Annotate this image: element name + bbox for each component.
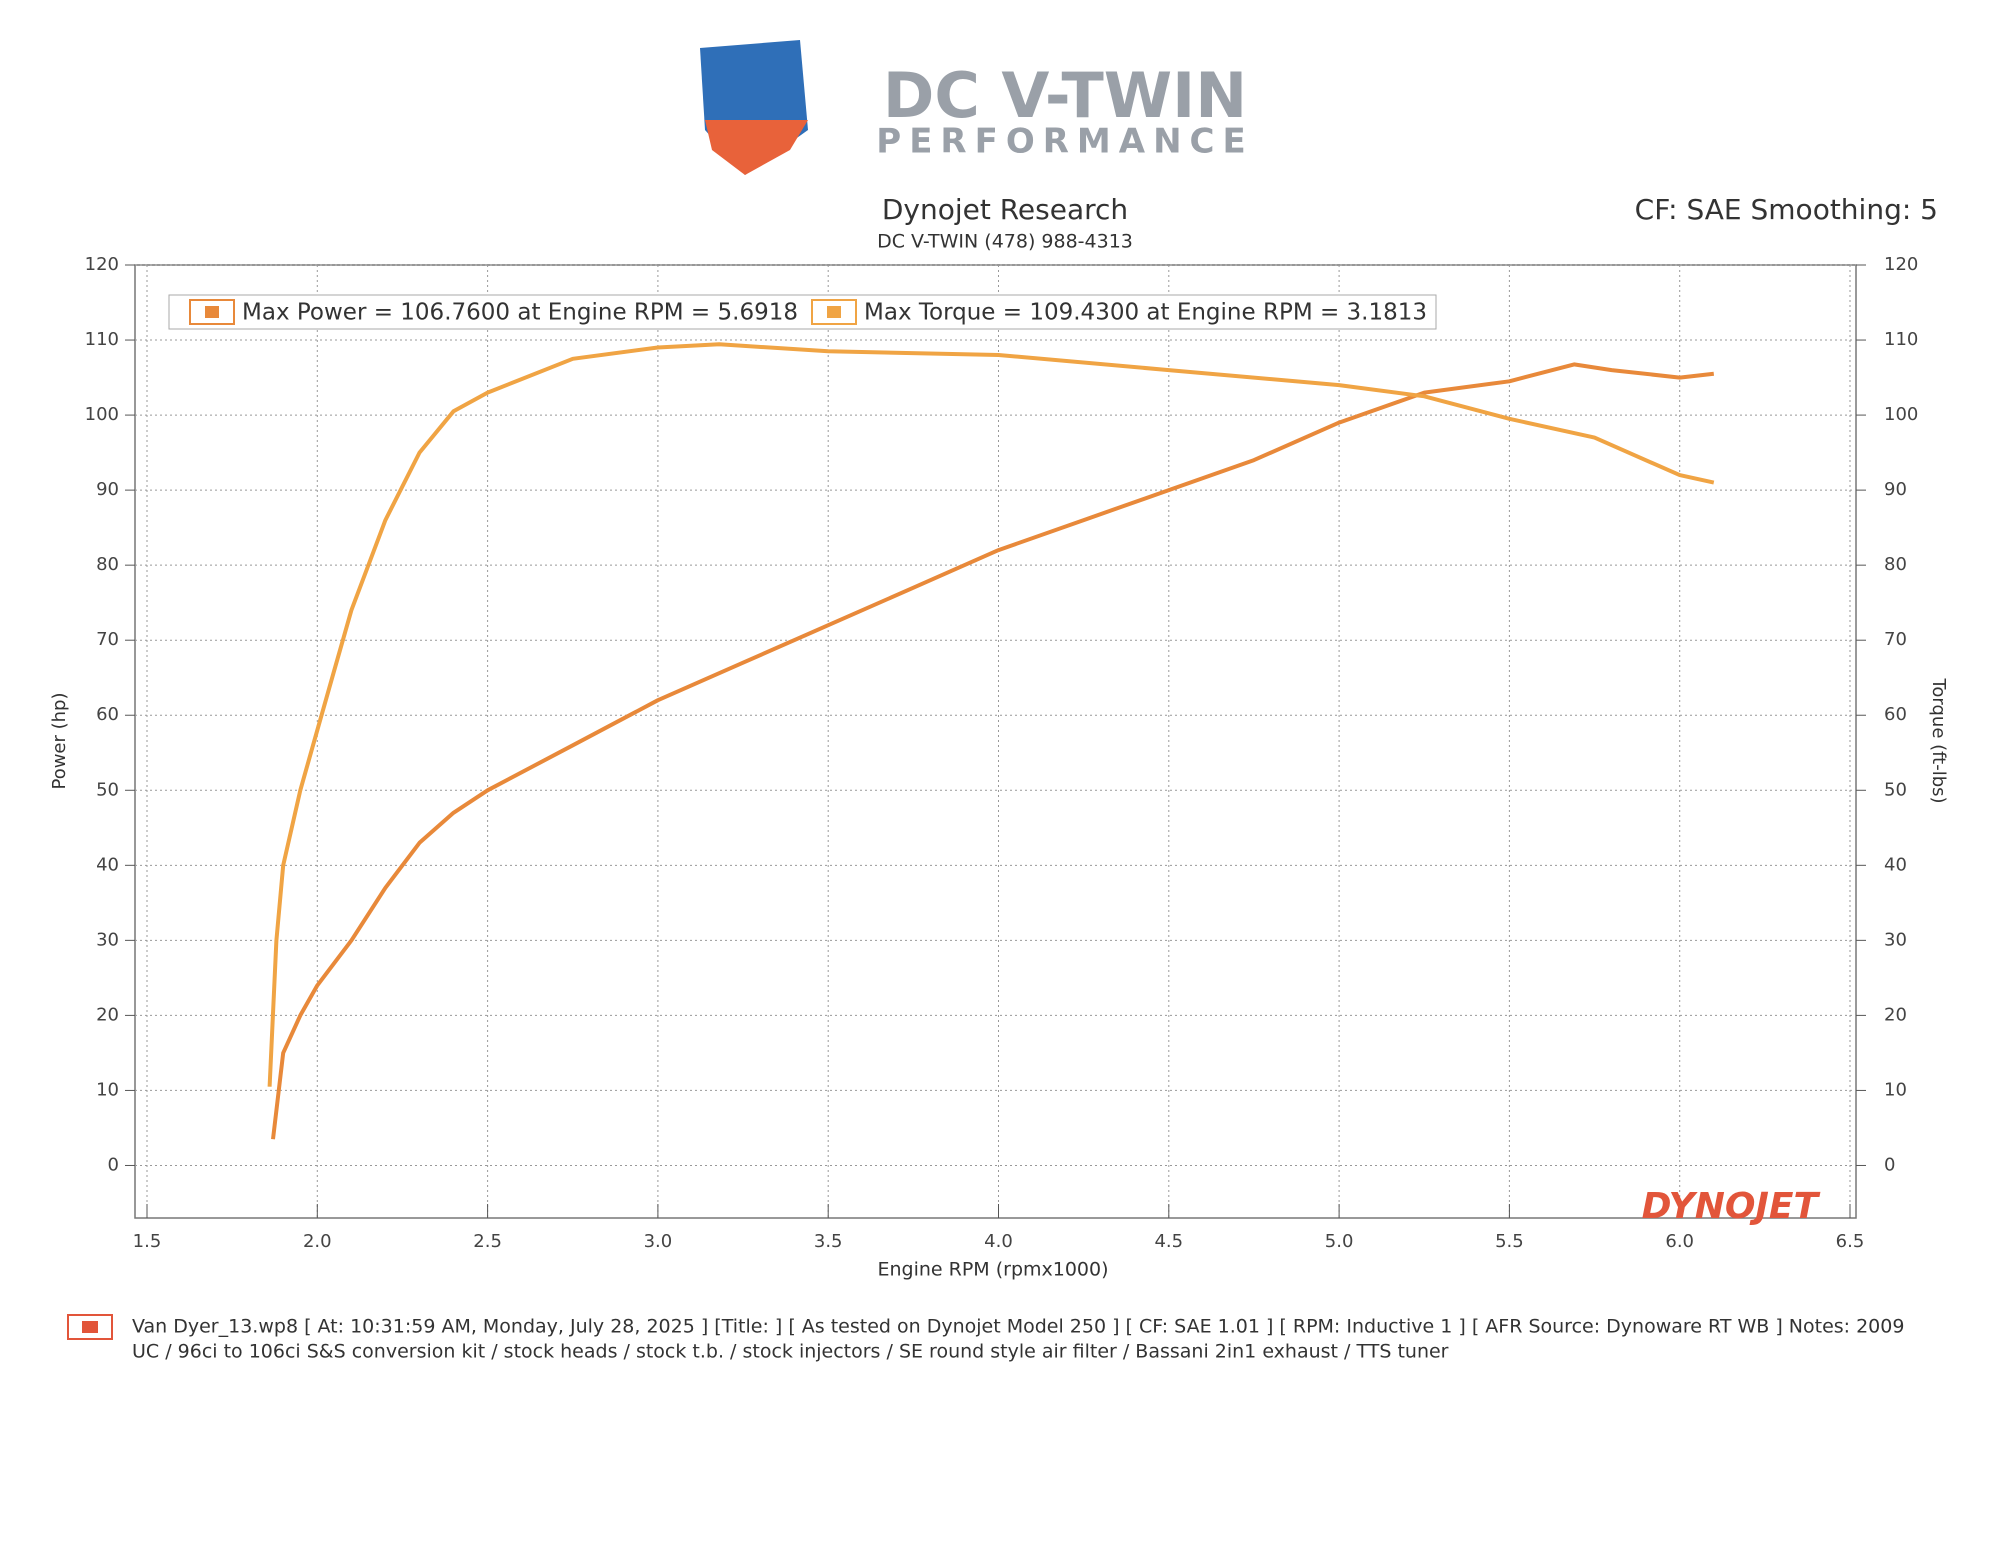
footer-icon <box>67 1314 113 1340</box>
footer-note: Van Dyer_13.wp8 [ At: 10:31:59 AM, Monda… <box>132 1316 1904 1338</box>
y-tick-label: 50 <box>96 779 119 800</box>
y2-tick-label: 70 <box>1884 629 1907 650</box>
x-axis-label: Engine RPM (rpmx1000) <box>877 1259 1108 1281</box>
x-tick-label: 5.0 <box>1325 1231 1354 1252</box>
x-tick-label: 1.5 <box>133 1231 162 1252</box>
legend-box <box>168 294 1437 330</box>
y2-tick-label: 20 <box>1884 1004 1907 1025</box>
y2-tick-label: 90 <box>1884 479 1907 500</box>
x-tick-label: 2.0 <box>303 1231 332 1252</box>
legend-swatch <box>811 299 857 325</box>
legend-swatch-fill <box>827 306 841 318</box>
y-tick-label: 70 <box>96 629 119 650</box>
y-tick-label: 110 <box>85 329 119 350</box>
x-tick-label: 6.5 <box>1836 1231 1865 1252</box>
plot: 0 10 20 30 40 50 60 70 80 90 100 110 120 0 10 20 30 40 50 6… <box>85 254 1919 1252</box>
y-tick-label: 0 <box>108 1154 119 1175</box>
y2-tick-label: 40 <box>1884 854 1907 875</box>
x-tick-label: 5.5 <box>1495 1231 1524 1252</box>
series-line <box>267 342 1715 1087</box>
y2-tick-label: 120 <box>1884 254 1918 275</box>
y2-tick-label: 100 <box>1884 404 1918 425</box>
legend-swatch-fill <box>205 306 219 318</box>
legend-swatch <box>189 299 235 325</box>
footer-icon-fill <box>82 1321 98 1333</box>
x-tick-label: 3.5 <box>814 1231 843 1252</box>
y-tick-label: 90 <box>96 479 119 500</box>
y-tick-label: 100 <box>85 404 119 425</box>
x-tick-label: 2.5 <box>473 1231 502 1252</box>
y-tick-label: 30 <box>96 929 119 950</box>
header-subtitle: DC V-TWIN (478) 988-4313 <box>877 231 1133 253</box>
logo-shield-bottom <box>705 120 808 175</box>
footer-note: UC / 96ci to 106ci S&S conversion kit / … <box>132 1341 1449 1363</box>
brand-logo: DYNOJET <box>1642 1186 1821 1227</box>
logo: DC V-TWIN PERFORMANCE <box>700 40 1253 175</box>
logo-text: DC V-TWIN <box>883 59 1247 132</box>
y-tick-label: 20 <box>96 1004 119 1025</box>
y2-tick-label: 60 <box>1884 704 1907 725</box>
header-title: Dynojet Research <box>882 193 1128 226</box>
y-tick-label: 80 <box>96 554 119 575</box>
y-tick-label: 40 <box>96 854 119 875</box>
y2-tick-label: 110 <box>1884 329 1918 350</box>
y2-tick-label: 10 <box>1884 1079 1907 1100</box>
series-line <box>271 362 1715 1140</box>
x-tick-label: 4.0 <box>984 1231 1013 1252</box>
y2-axis-label: Torque (ft-lbs) <box>1928 677 1949 803</box>
y2-tick-label: 50 <box>1884 779 1907 800</box>
y-tick-label: 10 <box>96 1079 119 1100</box>
logo-text: PERFORMANCE <box>876 122 1253 162</box>
y2-tick-label: 0 <box>1884 1154 1895 1175</box>
y-tick-label: 120 <box>85 254 119 275</box>
x-tick-label: 4.5 <box>1154 1231 1183 1252</box>
x-tick-label: 6.0 <box>1665 1231 1694 1252</box>
y2-tick-label: 80 <box>1884 554 1907 575</box>
legend-label: Max Torque = 109.4300 at Engine RPM = 3.… <box>864 300 1427 326</box>
y-tick-label: 60 <box>96 704 119 725</box>
x-tick-label: 3.0 <box>644 1231 673 1252</box>
legend-label: Max Power = 106.7600 at Engine RPM = 5.6… <box>242 300 798 326</box>
plot-frame <box>134 264 1857 1219</box>
y-axis-label: Power (hp) <box>49 692 70 789</box>
header-settings: CF: SAE Smoothing: 5 <box>1635 193 1938 226</box>
y2-tick-label: 30 <box>1884 929 1907 950</box>
